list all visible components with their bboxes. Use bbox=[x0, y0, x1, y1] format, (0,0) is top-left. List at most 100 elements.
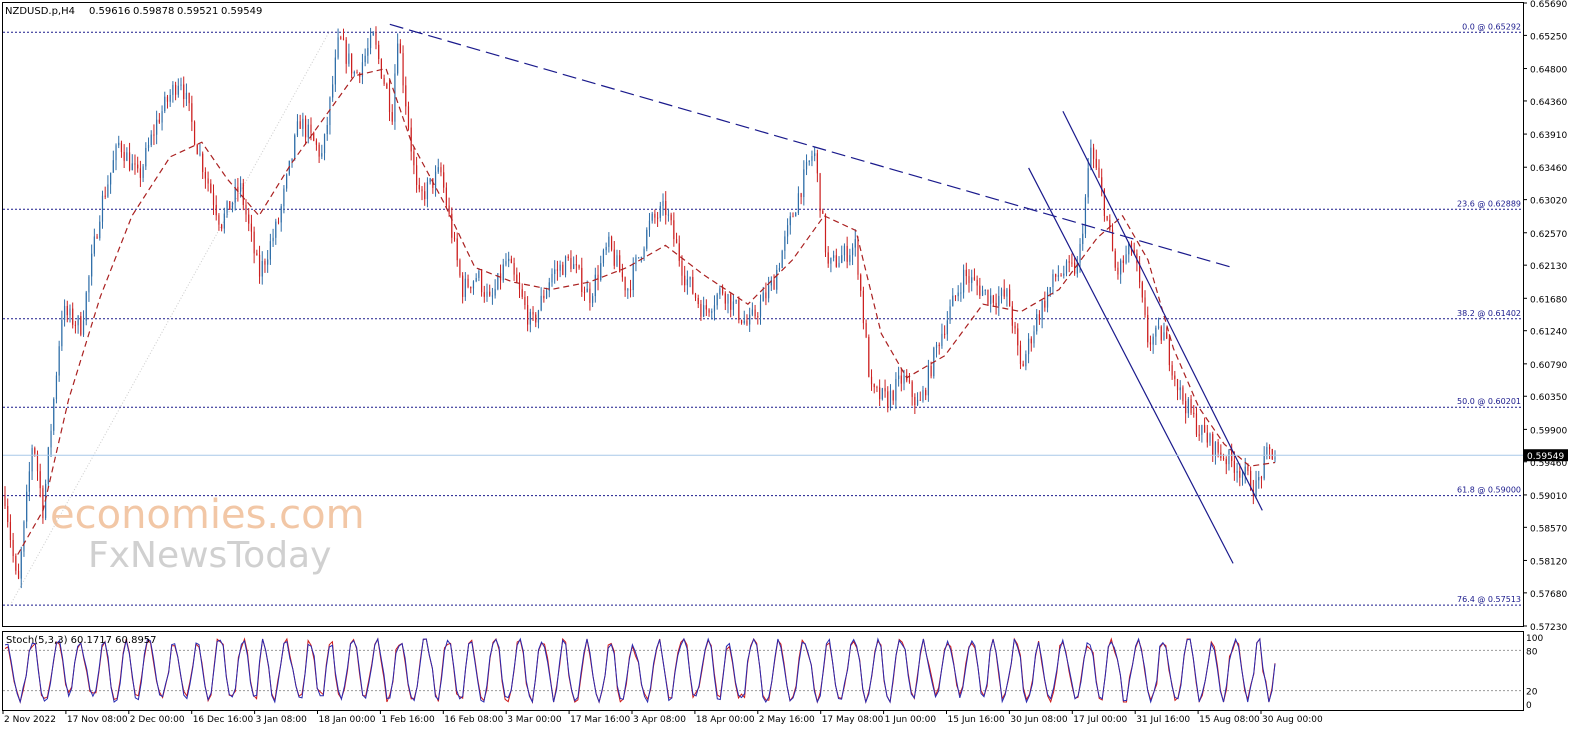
candle-body bbox=[516, 274, 518, 283]
candle-body bbox=[535, 314, 537, 323]
moving-average-line bbox=[17, 67, 1276, 555]
candle-body bbox=[1106, 215, 1108, 220]
candle-body bbox=[1217, 442, 1219, 453]
candle-body bbox=[212, 192, 215, 205]
candle-body bbox=[1203, 425, 1206, 433]
candle-body bbox=[621, 272, 623, 278]
candle-body bbox=[1247, 466, 1249, 471]
candle-body bbox=[971, 277, 973, 283]
candle-body bbox=[494, 289, 496, 296]
time-tick-label: 1 Feb 16:00 bbox=[381, 715, 435, 725]
candle-body bbox=[765, 292, 767, 299]
candle-body bbox=[537, 310, 540, 323]
candle-body bbox=[705, 305, 707, 310]
candle-body bbox=[253, 231, 255, 254]
candle-body bbox=[600, 263, 602, 281]
candle-body bbox=[879, 387, 881, 400]
candle-body bbox=[1009, 289, 1011, 307]
candle-body bbox=[1036, 314, 1038, 332]
candle-body bbox=[1141, 282, 1143, 298]
candle-body bbox=[646, 229, 648, 249]
candle-body bbox=[272, 237, 274, 242]
price-tick-label: 0.60350 bbox=[1530, 393, 1567, 403]
candle-body bbox=[58, 346, 60, 376]
candle-body bbox=[524, 296, 526, 305]
candle-body bbox=[768, 285, 770, 299]
candle-body bbox=[1074, 262, 1076, 274]
candle-body bbox=[697, 297, 699, 305]
candle-body bbox=[1171, 365, 1173, 376]
candle-body bbox=[754, 309, 756, 317]
candle-body bbox=[1198, 434, 1200, 436]
candle-body bbox=[759, 301, 762, 317]
candle-body bbox=[935, 344, 938, 348]
candle-body bbox=[540, 295, 542, 311]
candle-body bbox=[348, 53, 350, 64]
candle-body bbox=[965, 269, 967, 277]
candle-body bbox=[248, 214, 250, 224]
candle-body bbox=[589, 288, 591, 303]
candle-body bbox=[884, 388, 886, 392]
candle-body bbox=[673, 220, 675, 240]
candle-body bbox=[919, 399, 921, 401]
candle-body bbox=[1147, 314, 1149, 343]
candle-body bbox=[1003, 289, 1005, 297]
candle-body bbox=[407, 106, 410, 128]
candle-body bbox=[708, 309, 710, 313]
candle-body bbox=[174, 84, 177, 95]
candle-body bbox=[895, 378, 897, 401]
stoch-plot-frame bbox=[2, 631, 1524, 711]
candle-body bbox=[1071, 262, 1073, 264]
candle-body bbox=[104, 195, 106, 197]
candle-body bbox=[597, 274, 599, 281]
candle-body bbox=[638, 257, 640, 259]
candle-body bbox=[161, 111, 163, 123]
candle-body bbox=[1125, 254, 1127, 263]
candle-body bbox=[732, 301, 735, 310]
candle-body bbox=[166, 96, 169, 102]
candle-body bbox=[846, 245, 848, 262]
candle-body bbox=[356, 71, 358, 74]
candle-body bbox=[9, 522, 12, 540]
candle-body bbox=[873, 384, 875, 388]
candle-body bbox=[521, 289, 523, 297]
time-tick-label: 31 Jul 16:00 bbox=[1136, 715, 1190, 725]
candle-body bbox=[627, 289, 629, 291]
candle-body bbox=[916, 399, 919, 406]
time-tick-label: 30 Jun 08:00 bbox=[1010, 715, 1067, 725]
candle-body bbox=[532, 311, 534, 315]
candle-body bbox=[434, 171, 437, 188]
candle-body bbox=[231, 202, 234, 210]
candle-body bbox=[158, 119, 160, 123]
candle-body bbox=[475, 277, 477, 282]
candle-body bbox=[914, 396, 916, 406]
candle-body bbox=[686, 279, 688, 286]
candle-body bbox=[1098, 167, 1100, 178]
candle-body bbox=[294, 135, 296, 159]
candle-body bbox=[221, 224, 223, 229]
candle-body bbox=[581, 267, 583, 292]
candle-body bbox=[413, 151, 415, 166]
candle-body bbox=[1187, 398, 1189, 414]
candle-body bbox=[551, 273, 553, 283]
candle-body bbox=[329, 97, 331, 126]
candle-body bbox=[548, 282, 550, 291]
candle-body bbox=[992, 295, 994, 303]
candle-body bbox=[1250, 470, 1252, 491]
candle-body bbox=[99, 221, 101, 239]
candle-body bbox=[1057, 275, 1059, 277]
candle-body bbox=[819, 173, 821, 211]
candle-body bbox=[486, 291, 488, 297]
candle-body bbox=[369, 35, 372, 49]
fibonacci-levels: 0.0 @ 0.65292 23.6 @ 0.62889 38.2 @ 0.6140… bbox=[3, 22, 1523, 606]
candle-body bbox=[199, 153, 201, 155]
trendline-channel-lower bbox=[1028, 167, 1234, 564]
time-tick-label: 16 Feb 08:00 bbox=[444, 715, 503, 725]
candle-body bbox=[900, 375, 902, 384]
candle-body bbox=[1193, 412, 1195, 414]
candle-body bbox=[440, 167, 442, 173]
candle-body bbox=[101, 195, 104, 222]
candle-body bbox=[843, 245, 846, 256]
candle-body bbox=[1095, 158, 1097, 168]
stoch-level-label: 0 bbox=[1526, 701, 1532, 711]
